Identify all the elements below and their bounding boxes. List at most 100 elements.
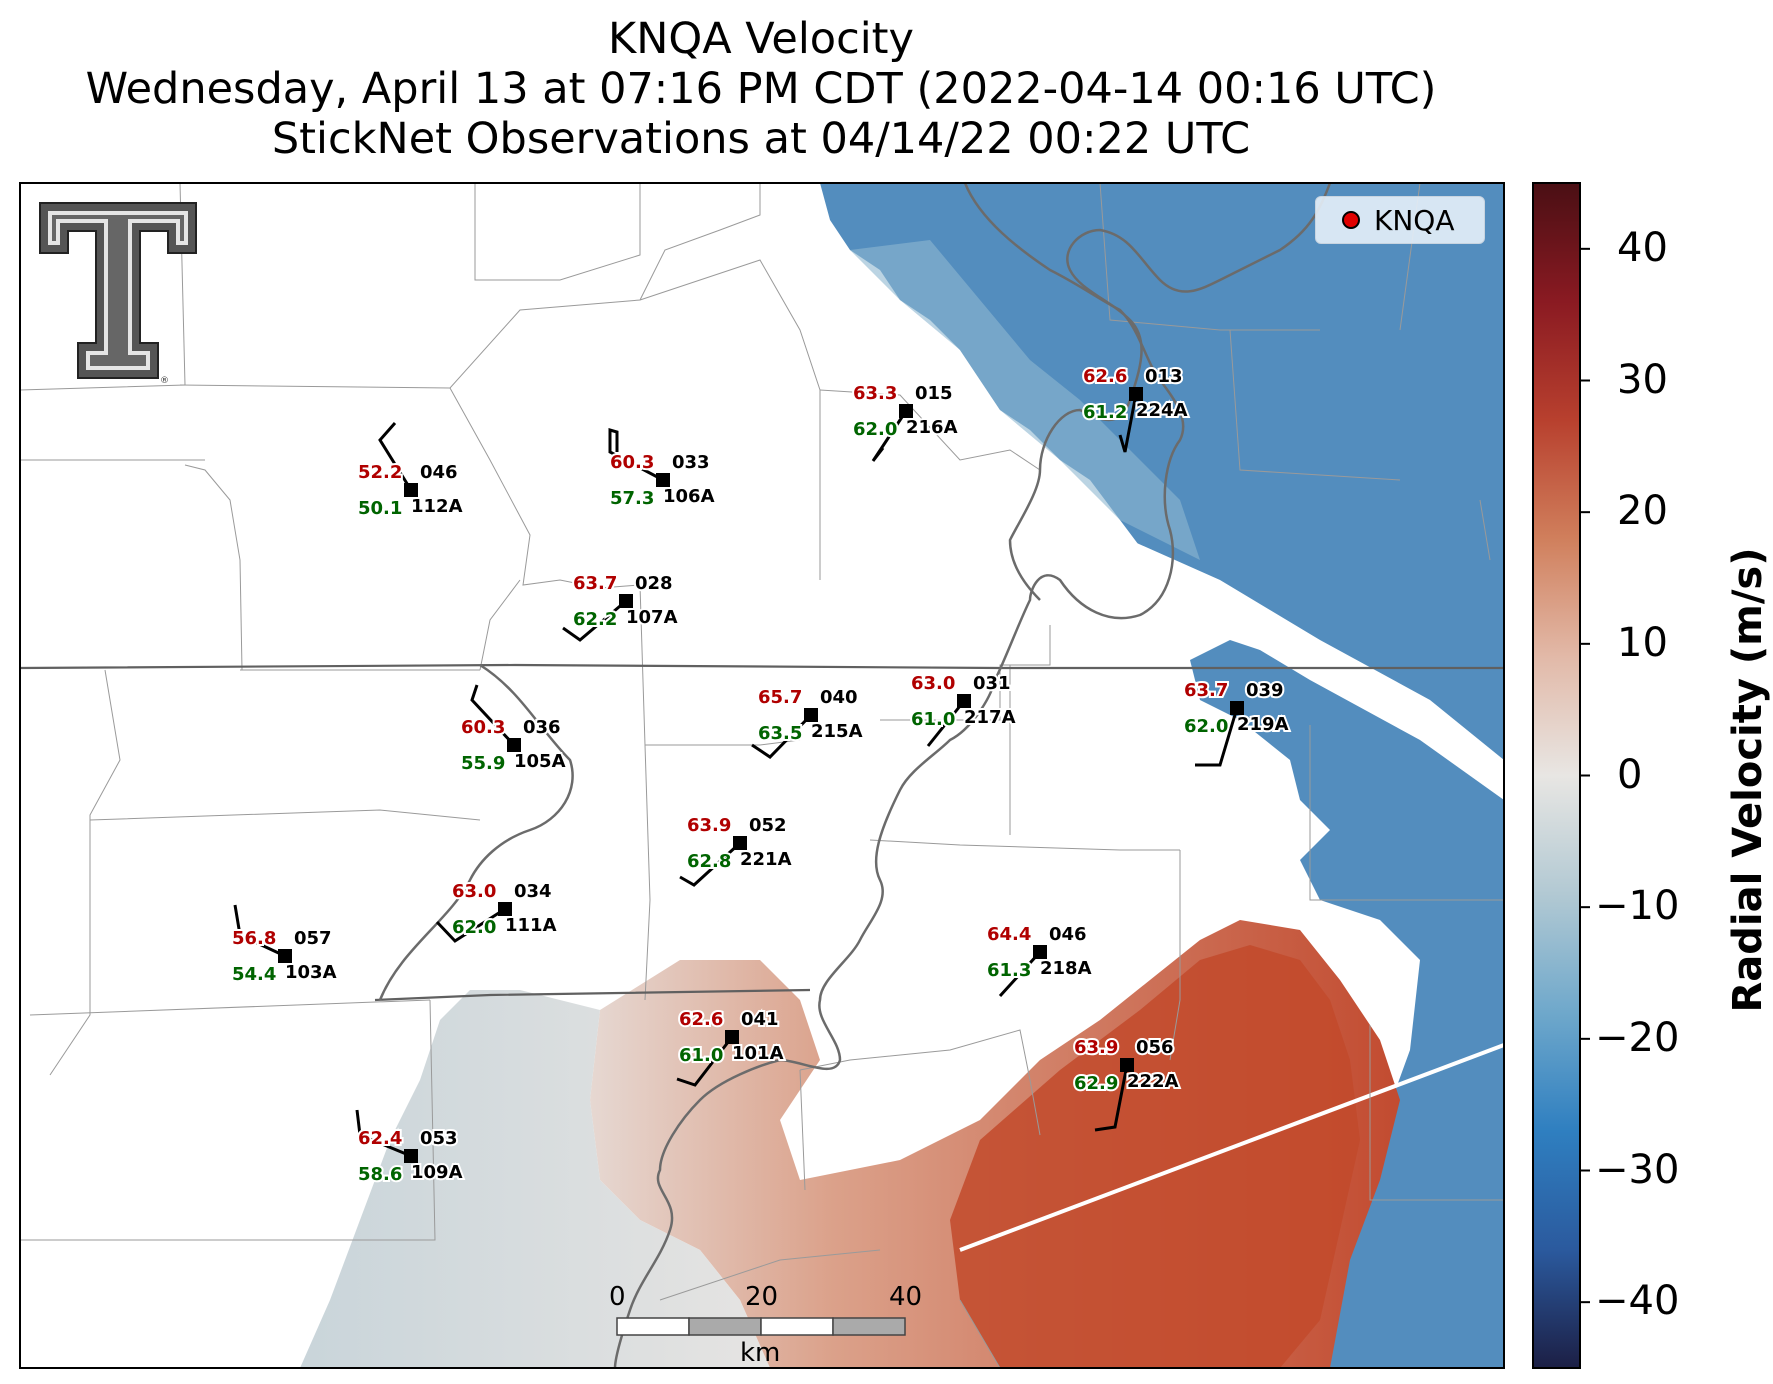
station-temperature: 60.3 xyxy=(610,452,654,473)
station-pressure: 034 xyxy=(514,881,552,902)
station-temperature: 65.7 xyxy=(758,687,802,708)
station-marker xyxy=(278,949,292,963)
colorbar-tick-label: −40 xyxy=(1595,1278,1680,1325)
colorbar xyxy=(1532,182,1581,1369)
station-marker xyxy=(656,473,670,487)
station-marker xyxy=(619,594,633,608)
station-pressure: 036 xyxy=(523,717,561,738)
colorbar-tick-label: 0 xyxy=(1617,751,1643,798)
station-temperature: 63.7 xyxy=(573,573,617,594)
colorbar-tick-label: −10 xyxy=(1595,883,1680,930)
wind-barb xyxy=(470,684,516,747)
station-dewpoint: 62.2 xyxy=(573,609,617,630)
station-pressure: 031 xyxy=(973,673,1011,694)
station-marker xyxy=(507,738,521,752)
station-dewpoint: 63.5 xyxy=(758,723,802,744)
station-marker xyxy=(899,404,913,418)
kentucky-river-segment xyxy=(378,663,574,1001)
station-marker xyxy=(804,708,818,722)
station-dewpoint: 50.1 xyxy=(358,498,402,519)
station-dewpoint: 57.3 xyxy=(610,488,654,509)
station-pressure: 046 xyxy=(420,462,458,483)
wind-barb xyxy=(355,1109,412,1158)
station-pressure: 046 xyxy=(1049,924,1087,945)
title-line-3: StickNet Observations at 04/14/22 00:22 … xyxy=(271,114,1251,164)
colorbar-tick-label: 30 xyxy=(1617,356,1668,403)
station-temperature: 52.2 xyxy=(358,462,402,483)
colorbar-tick-label: −30 xyxy=(1595,1146,1680,1193)
wind-barb xyxy=(608,428,664,482)
station-224A: 62.6 013 61.2 224A xyxy=(1081,364,1190,453)
wind-barb xyxy=(998,950,1042,998)
station-temperature: 62.6 xyxy=(679,1009,723,1030)
station-marker xyxy=(404,483,418,497)
wind-barb xyxy=(1195,707,1239,767)
station-106A: 60.3 033 57.3 106A xyxy=(608,428,717,511)
station-103A: 56.8 057 54.4 103A xyxy=(230,904,339,987)
station-dewpoint: 62.9 xyxy=(1074,1073,1118,1094)
ohio-river-segment xyxy=(1008,183,1332,601)
scale-tick-20: 20 xyxy=(745,1282,779,1312)
station-pressure: 053 xyxy=(420,1128,458,1149)
station-id: 215A xyxy=(811,721,863,742)
title-line-1: KNQA Velocity xyxy=(608,14,914,64)
station-dewpoint: 62.0 xyxy=(853,419,897,440)
station-marker xyxy=(957,694,971,708)
station-221A: 63.9 052 62.8 221A xyxy=(679,813,794,887)
station-temperature: 63.3 xyxy=(853,383,897,404)
station-temperature: 60.3 xyxy=(461,717,505,738)
station-id: 103A xyxy=(285,962,337,983)
station-id: 222A xyxy=(1127,1071,1179,1092)
station-dewpoint: 58.6 xyxy=(358,1164,402,1185)
colorbar-tick-label: 10 xyxy=(1617,619,1668,666)
station-marker xyxy=(725,1030,739,1044)
wind-barb xyxy=(1094,1064,1129,1132)
station-id: 112A xyxy=(411,496,463,517)
station-temperature: 62.6 xyxy=(1083,366,1127,387)
radar-radial-line xyxy=(959,1043,1504,1252)
station-pressure: 015 xyxy=(915,383,953,404)
colorbar-label: Radial Velocity (m/s) xyxy=(1725,547,1771,1013)
station-111A: 63.0 034 62.0 111A xyxy=(435,879,559,943)
state-boundaries xyxy=(20,663,1504,1002)
colorbar-tick-marks xyxy=(1580,247,1590,1304)
station-temperature: 63.9 xyxy=(1074,1037,1118,1058)
station-id: 101A xyxy=(732,1043,784,1064)
knqa-marker-icon xyxy=(1342,211,1360,229)
station-105A: 60.3 036 55.9 105A xyxy=(459,684,568,776)
station-marker xyxy=(1120,1058,1134,1072)
radar-inbound-region xyxy=(820,183,1504,1368)
texas-tech-logo: ® xyxy=(39,202,197,386)
station-id: 216A xyxy=(906,417,958,438)
station-temperature: 63.0 xyxy=(452,881,496,902)
station-222A: 63.9 056 62.9 222A xyxy=(1072,1035,1181,1132)
station-marker xyxy=(733,836,747,850)
station-pressure: 057 xyxy=(294,928,332,949)
station-marker xyxy=(1033,945,1047,959)
station-pressure: 028 xyxy=(635,573,673,594)
station-dewpoint: 62.0 xyxy=(452,917,496,938)
scale-unit: km xyxy=(740,1338,781,1368)
wind-barb xyxy=(435,907,506,943)
wind-barb xyxy=(233,904,286,958)
station-216A: 63.3 015 62.0 216A xyxy=(851,381,960,462)
station-dewpoint: 61.0 xyxy=(911,709,955,730)
station-pressure: 052 xyxy=(749,815,787,836)
map-area xyxy=(20,183,1504,1368)
station-temperature: 64.4 xyxy=(987,924,1031,945)
station-temperature: 62.4 xyxy=(358,1128,402,1149)
wind-barb xyxy=(751,713,813,759)
station-pressure: 056 xyxy=(1136,1037,1174,1058)
station-dewpoint: 61.0 xyxy=(679,1045,723,1066)
station-id: 224A xyxy=(1136,400,1188,421)
radar-inbound-lighter xyxy=(850,240,1200,560)
station-id: 219A xyxy=(1237,714,1289,735)
station-dewpoint: 62.0 xyxy=(1184,716,1228,737)
station-marker xyxy=(404,1149,418,1163)
station-id: 106A xyxy=(663,486,715,507)
station-id: 221A xyxy=(740,849,792,870)
station-id: 217A xyxy=(964,707,1016,728)
radar-outbound-core xyxy=(950,945,1360,1368)
station-dewpoint: 55.9 xyxy=(461,753,505,774)
